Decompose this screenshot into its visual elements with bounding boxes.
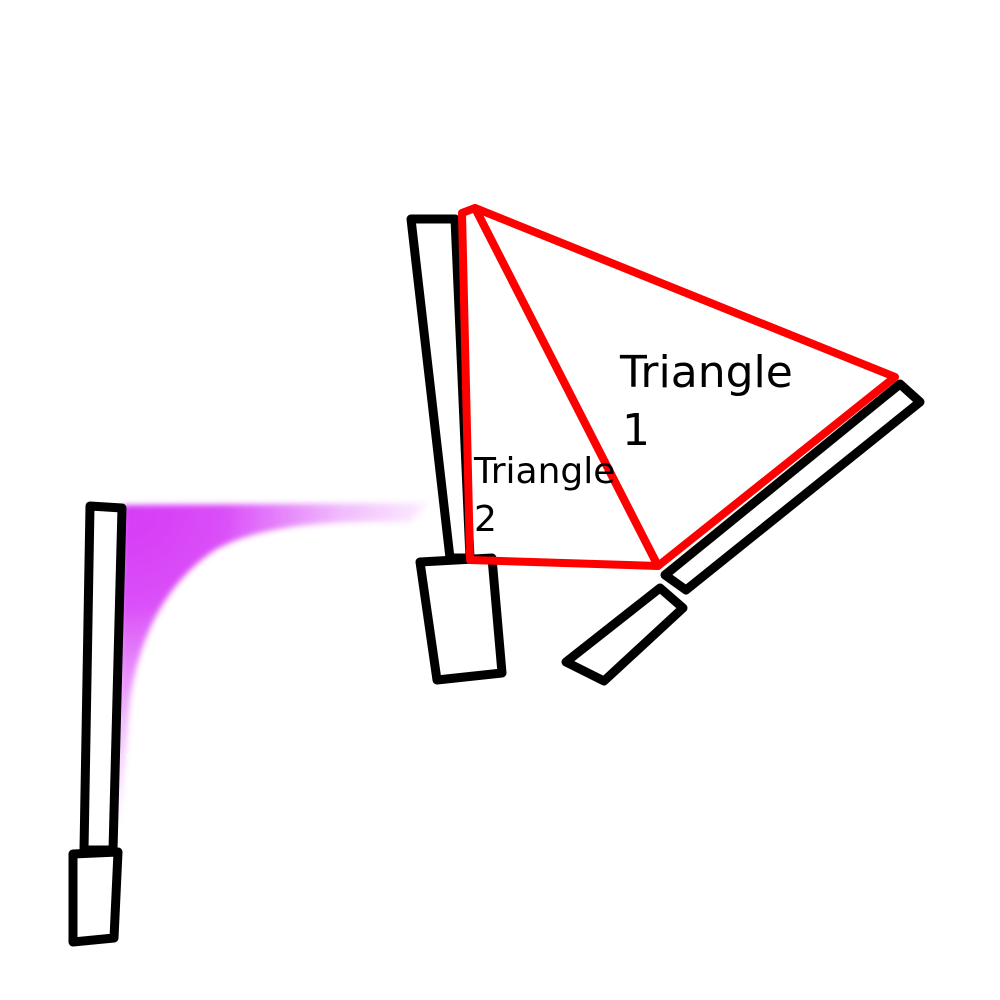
left-light-stand — [68, 501, 428, 947]
triangle-2-outline — [458, 204, 662, 570]
right-stand-base — [561, 583, 688, 686]
middle-light-stand — [406, 214, 507, 685]
triangle-1-label-line1: Triangle — [619, 347, 793, 398]
left-stand-pole — [79, 501, 127, 855]
right-light-stand — [561, 379, 925, 686]
triangle-2-label-line1: Triangle — [473, 451, 615, 492]
triangle-2-label-line2: 2 — [474, 499, 497, 540]
triangle-2 — [458, 204, 662, 570]
triangle-1-label-line2: 1 — [622, 405, 650, 456]
right-stand-pole — [660, 379, 925, 595]
triangle-2-label: Triangle 2 — [473, 451, 627, 540]
middle-stand-base — [415, 553, 507, 685]
left-stand-base — [68, 847, 123, 947]
purple-light-fill — [115, 503, 428, 845]
triangle-1-label: Triangle 1 — [619, 347, 807, 456]
